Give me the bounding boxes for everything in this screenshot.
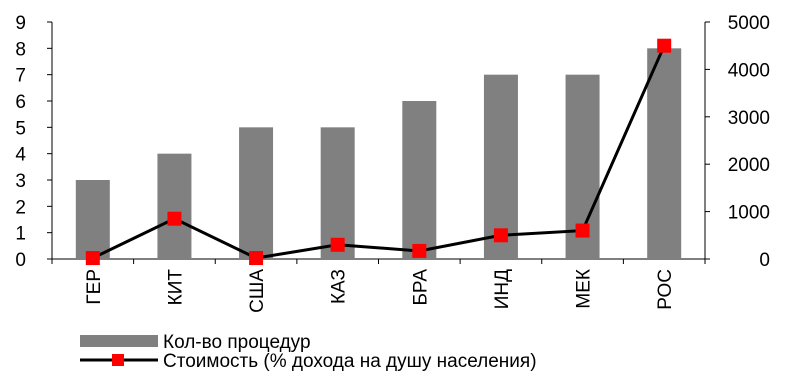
right-tick-label: 1000 (728, 203, 770, 224)
legend-line-label: Стоимость (% дохода на душу населения) (163, 351, 537, 371)
legend: Кол-во процедур Стоимость (% дохода на д… (80, 332, 537, 371)
bar (402, 101, 437, 259)
bar (647, 48, 682, 260)
category-label: РОС (655, 269, 676, 310)
line-point (412, 243, 427, 258)
left-tick-label: 3 (15, 171, 26, 192)
right-tick-label: 3000 (728, 108, 770, 129)
left-tick-label: 0 (15, 250, 26, 271)
line-point (493, 228, 508, 243)
cost-line (92, 45, 666, 260)
category-label: МЕК (574, 269, 595, 309)
left-tick-label: 2 (15, 197, 26, 218)
bar (483, 74, 518, 260)
bar (239, 127, 274, 259)
bar-series (75, 48, 682, 260)
left-tick-label: 6 (15, 92, 26, 113)
category-labels: ГЕР КИТ США КАЗ БРА ИНД МЕК РОС (51, 259, 706, 313)
category-label: БРА (410, 269, 431, 306)
category-label: КИТ (165, 269, 186, 306)
left-tick-label: 5 (15, 118, 26, 139)
bar (320, 127, 355, 259)
right-tick-label: 2000 (728, 155, 770, 176)
left-tick-label: 1 (15, 224, 26, 245)
right-tick-label: 0 (759, 250, 770, 271)
legend-bar-label: Кол-во процедур (163, 332, 311, 353)
line-point (167, 211, 182, 226)
right-axis: 0 1000 2000 3000 4000 5000 (704, 13, 770, 271)
left-tick-label: 7 (15, 66, 26, 87)
right-tick-label: 5000 (728, 13, 770, 34)
line-point (330, 237, 345, 252)
left-tick-label: 4 (15, 145, 26, 166)
category-label: ГЕР (84, 269, 105, 305)
line-point (85, 251, 100, 266)
bar (157, 153, 192, 259)
line-series (85, 38, 672, 266)
line-point (575, 223, 590, 238)
line-point (657, 38, 672, 53)
right-tick-label: 4000 (728, 60, 770, 81)
category-label: КАЗ (329, 269, 350, 304)
category-label: ИНД (492, 269, 513, 309)
left-axis: 0 1 2 3 4 5 6 7 8 9 (15, 13, 705, 271)
category-label: США (247, 269, 268, 313)
left-tick-label: 9 (15, 13, 26, 34)
bar (75, 180, 110, 259)
legend-line-marker (112, 354, 124, 366)
line-point (249, 251, 264, 266)
legend-bar-swatch (80, 335, 158, 347)
left-tick-label: 8 (15, 39, 26, 60)
